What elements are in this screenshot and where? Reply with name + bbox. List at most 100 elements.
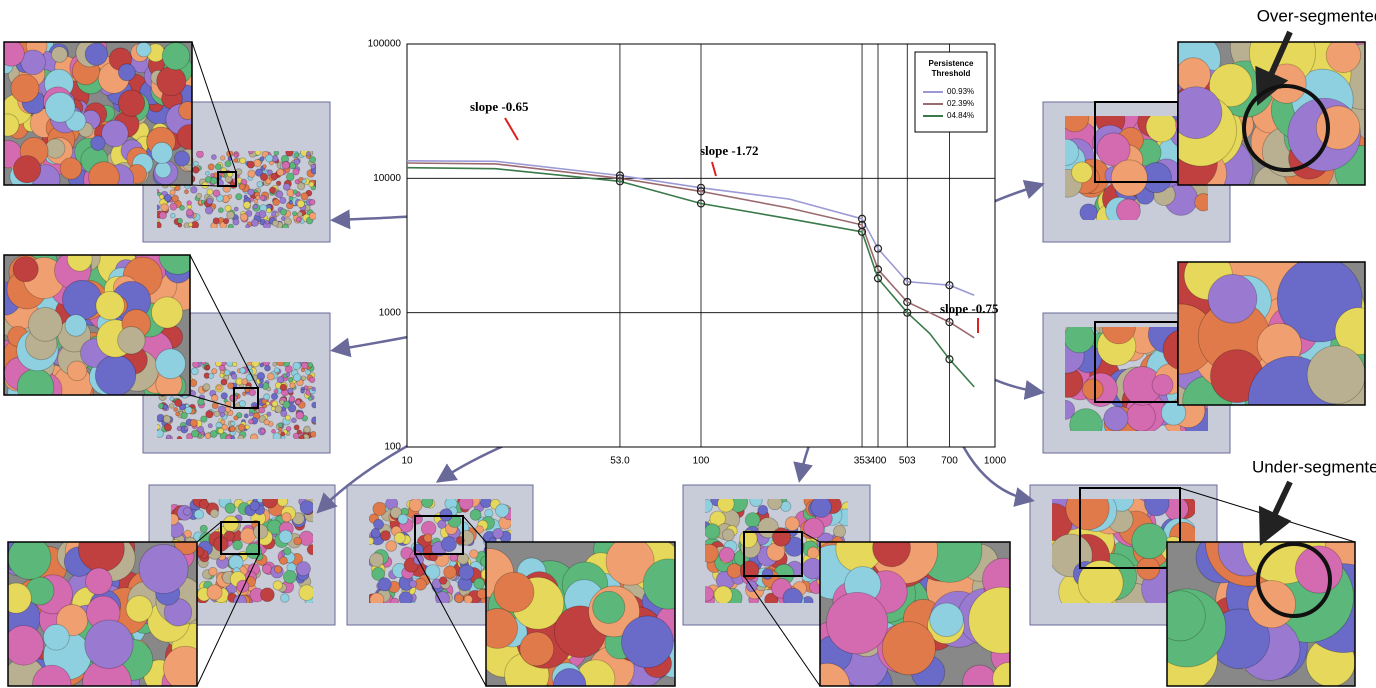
pointer xyxy=(1265,482,1290,535)
blob xyxy=(273,362,277,366)
blob xyxy=(155,162,171,178)
blob xyxy=(301,362,308,369)
blob xyxy=(807,547,819,559)
blob xyxy=(245,425,249,429)
blob xyxy=(13,156,40,183)
blob xyxy=(1072,162,1093,183)
blob xyxy=(164,424,171,431)
blob xyxy=(275,212,279,216)
y-tick-label: 100000 xyxy=(368,39,402,50)
blob xyxy=(205,176,211,182)
blob xyxy=(218,208,223,213)
blob xyxy=(228,383,234,389)
blob xyxy=(192,361,199,368)
blob xyxy=(193,167,200,174)
blob xyxy=(221,420,225,424)
blob xyxy=(283,570,296,583)
blob xyxy=(260,588,274,602)
blob xyxy=(310,431,316,437)
blob xyxy=(211,173,215,177)
blob xyxy=(248,189,254,195)
x-tick-label: 503 xyxy=(899,456,916,467)
blob xyxy=(286,426,291,431)
blob xyxy=(118,90,144,116)
blob xyxy=(274,368,279,373)
blob xyxy=(13,257,38,282)
blob xyxy=(118,64,135,81)
blob xyxy=(804,518,824,538)
blob xyxy=(1104,406,1128,430)
blob xyxy=(286,173,294,181)
blob xyxy=(474,578,485,589)
blob xyxy=(274,389,278,393)
blob xyxy=(213,218,219,224)
blob xyxy=(186,209,193,216)
blob xyxy=(242,379,248,385)
blob xyxy=(260,157,264,161)
blob xyxy=(441,537,456,552)
blob xyxy=(196,151,203,158)
blob xyxy=(174,407,178,411)
blob xyxy=(475,526,483,534)
blob xyxy=(293,190,297,194)
blob xyxy=(284,547,291,554)
blob xyxy=(267,170,272,175)
blob xyxy=(236,194,242,200)
blob xyxy=(250,501,260,511)
legend-label: 00.93% xyxy=(947,87,974,96)
blob xyxy=(11,74,39,102)
blob xyxy=(1127,402,1156,431)
blob xyxy=(224,370,230,376)
blob xyxy=(159,212,166,219)
blob xyxy=(212,368,217,373)
blob xyxy=(288,377,293,382)
blob xyxy=(176,412,180,416)
blob xyxy=(470,509,481,520)
blob xyxy=(439,577,447,585)
blob xyxy=(290,383,296,389)
blob xyxy=(170,213,175,218)
x-tick-label: 400 xyxy=(870,456,887,467)
blob xyxy=(1111,160,1147,196)
blob xyxy=(424,534,432,542)
blob xyxy=(177,426,181,430)
blob xyxy=(785,517,799,531)
blob xyxy=(243,201,250,208)
blob xyxy=(282,161,290,169)
blob xyxy=(296,562,310,576)
blob xyxy=(225,205,231,211)
blob xyxy=(826,592,887,653)
blob xyxy=(299,585,315,601)
blob xyxy=(190,187,197,194)
blob xyxy=(193,161,198,166)
blob xyxy=(187,201,192,206)
blob xyxy=(444,566,457,579)
blob xyxy=(196,193,201,198)
blob xyxy=(1132,523,1167,558)
blob xyxy=(157,67,186,96)
blob xyxy=(190,419,197,426)
blob xyxy=(833,525,845,537)
blob xyxy=(244,414,248,418)
blob xyxy=(85,620,133,668)
blob xyxy=(91,136,106,151)
blob xyxy=(231,374,237,380)
blob xyxy=(459,565,474,580)
blob xyxy=(67,246,92,271)
blob xyxy=(286,373,290,377)
blob xyxy=(308,396,312,400)
blob xyxy=(440,509,453,522)
blob xyxy=(203,384,210,391)
blob xyxy=(719,547,734,562)
blob xyxy=(266,402,270,406)
blob xyxy=(60,158,82,180)
blob xyxy=(237,580,249,592)
blob xyxy=(455,594,464,603)
blob xyxy=(223,218,229,224)
blob xyxy=(250,198,254,202)
label: Under-segmented xyxy=(1252,457,1376,476)
blob xyxy=(52,47,68,63)
x-tick-label: 100 xyxy=(693,456,710,467)
blob xyxy=(238,424,245,431)
blob xyxy=(210,509,218,517)
